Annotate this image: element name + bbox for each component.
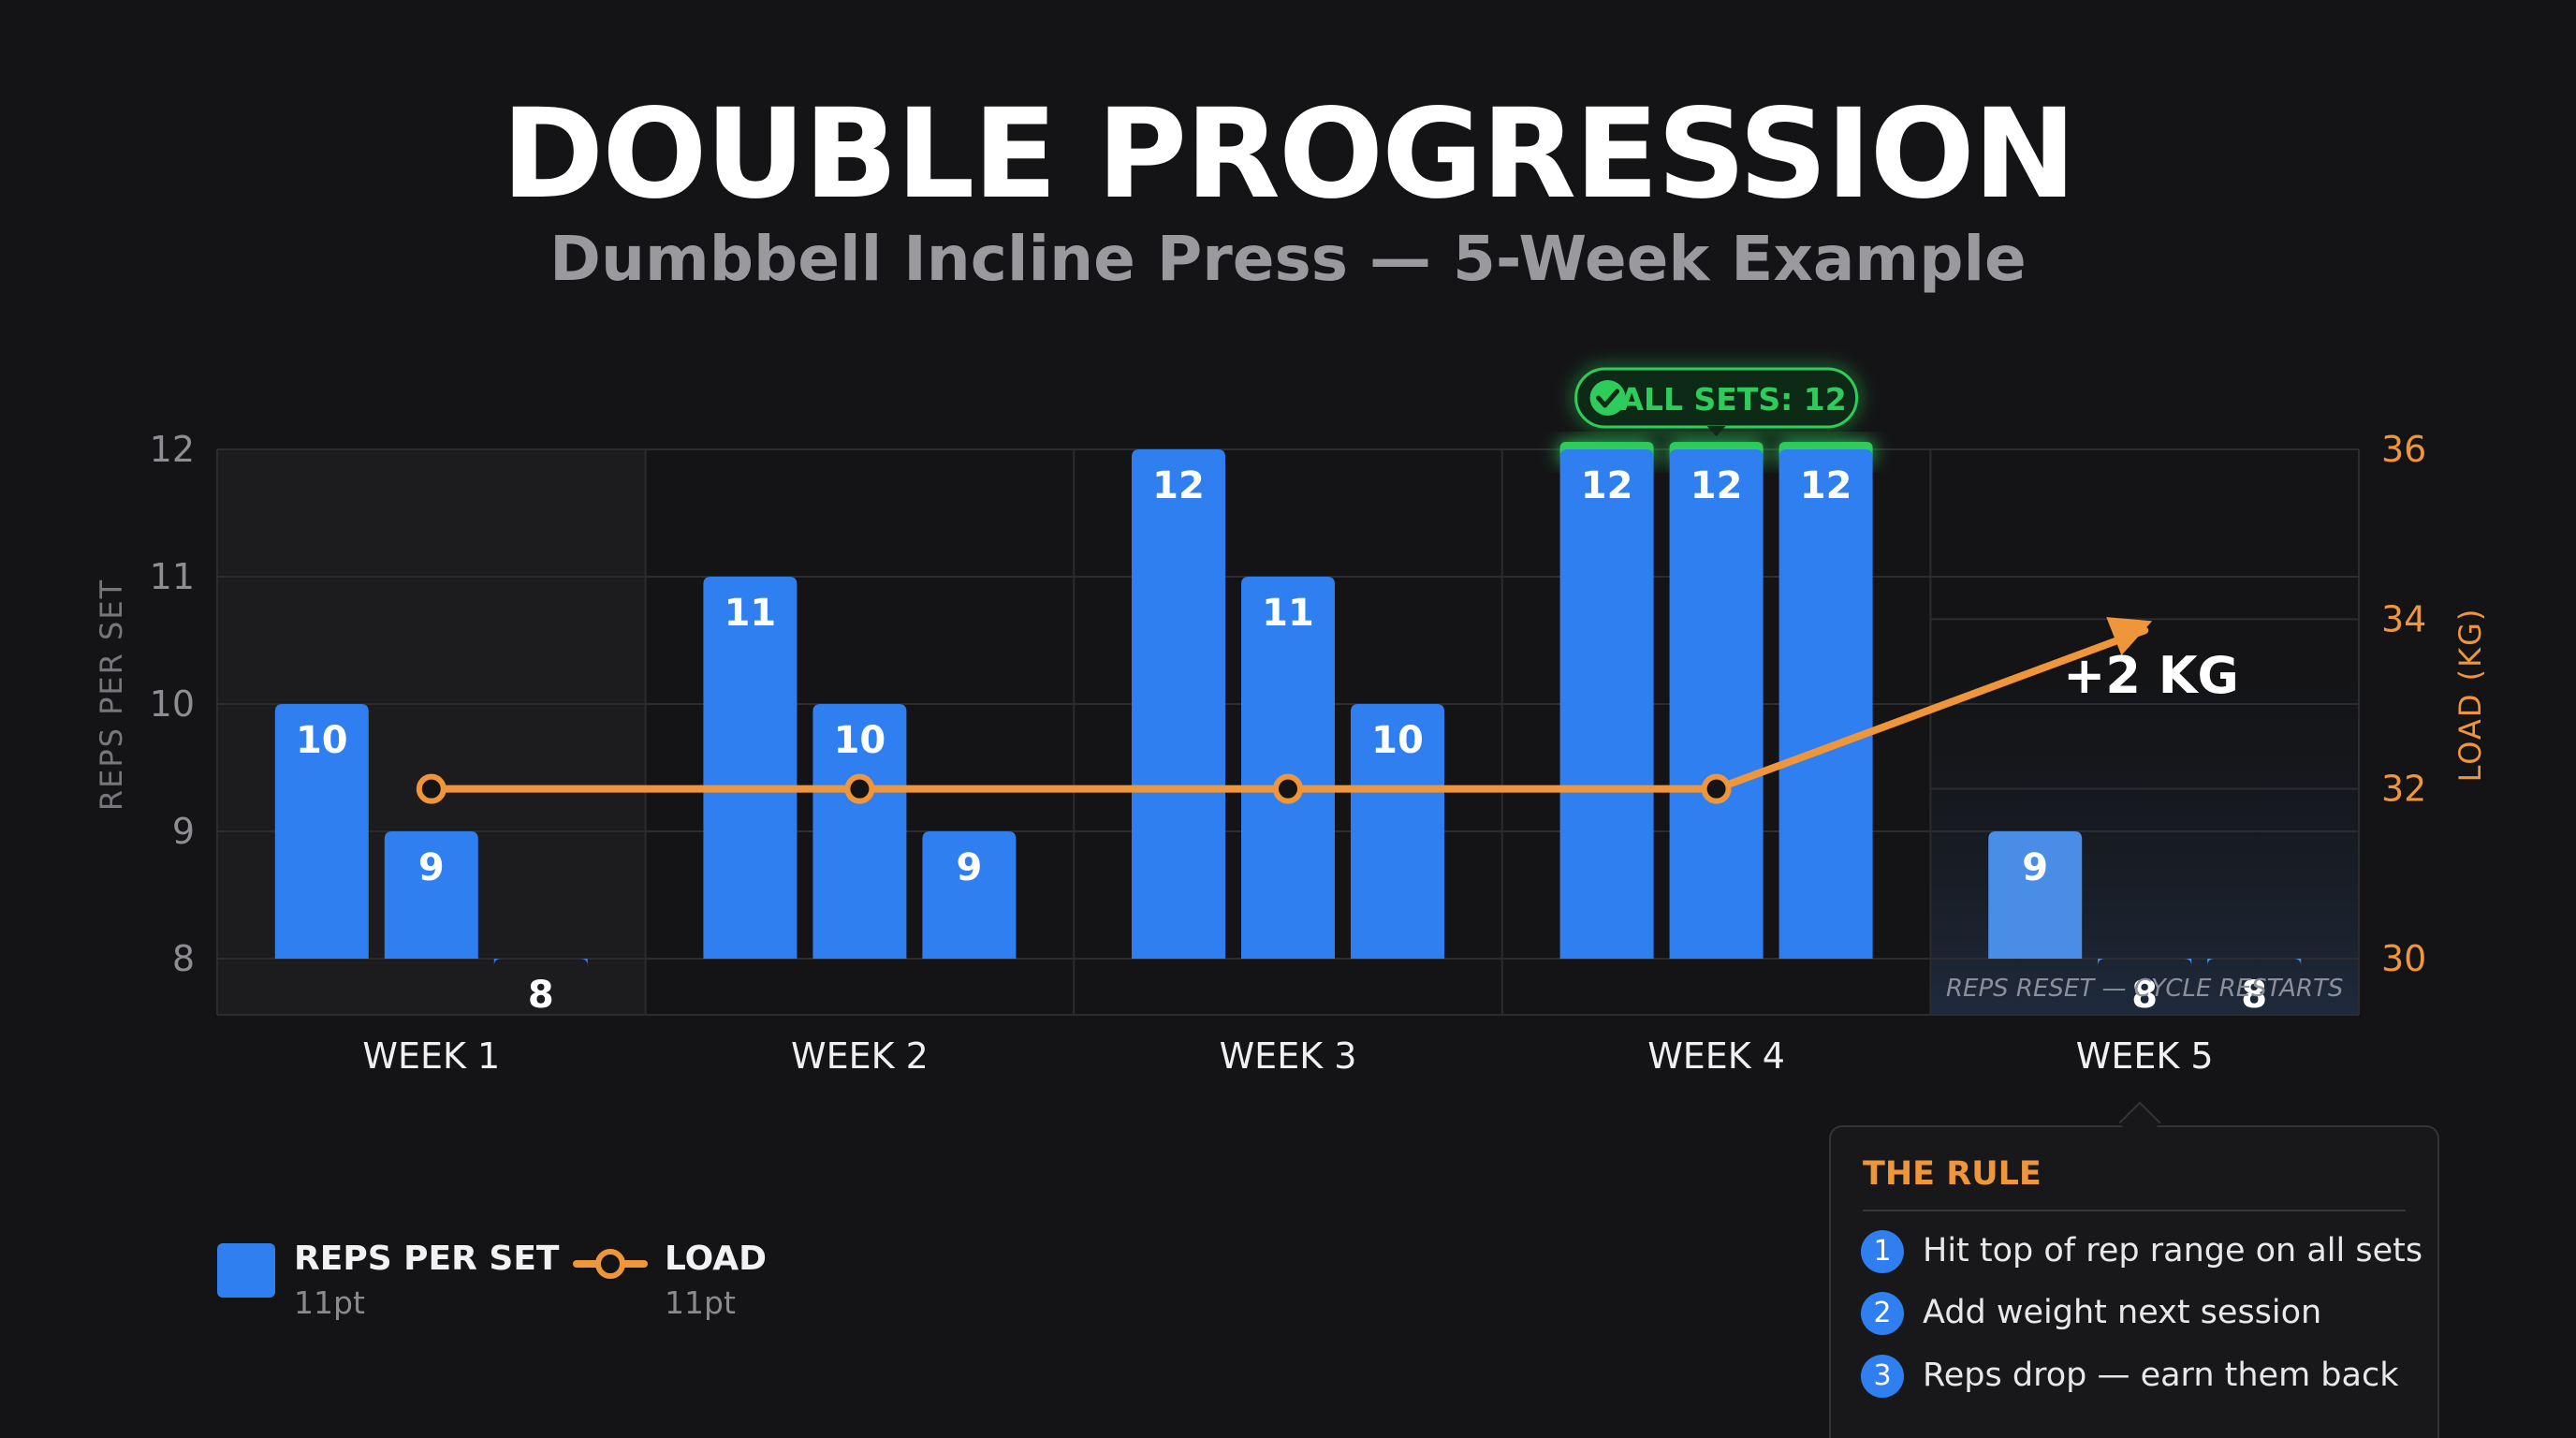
all-sets-badge: ALL SETS: 12 bbox=[1574, 367, 1859, 436]
bar-value-label: 12 bbox=[1152, 464, 1205, 507]
load-increase-arrow bbox=[1712, 626, 2149, 793]
y2-axis-tick-label: 30 bbox=[2381, 938, 2426, 979]
legend-reps-swatch bbox=[217, 1243, 275, 1298]
y-axis-tick-label: 9 bbox=[172, 811, 195, 852]
bar bbox=[1669, 449, 1764, 959]
bar bbox=[1988, 831, 2083, 959]
bar-value-label: 8 bbox=[2131, 974, 2158, 1017]
y2-axis-tick-label: 34 bbox=[2381, 598, 2426, 639]
y-axis-tick-label: 12 bbox=[150, 429, 195, 470]
bar-value-label: 10 bbox=[1371, 719, 1424, 762]
bar-value-label: 11 bbox=[724, 592, 777, 635]
chart-subtitle: Dumbbell Incline Press — 5-Week Example bbox=[549, 223, 2027, 295]
bar-value-label: 8 bbox=[528, 974, 554, 1017]
bar-value-label: 12 bbox=[1800, 464, 1852, 507]
legend-load-label: LOAD bbox=[665, 1240, 768, 1278]
load-marker bbox=[1273, 773, 1303, 804]
bar bbox=[703, 577, 798, 959]
bar bbox=[1559, 449, 1654, 959]
load-increase-label: +2 KG bbox=[2063, 646, 2239, 705]
bar bbox=[1351, 704, 1444, 959]
rule-divider bbox=[1863, 1210, 2406, 1211]
bar bbox=[274, 704, 369, 959]
legend-load-sub: 11pt bbox=[665, 1284, 736, 1321]
chart-title: DOUBLE PROGRESSION bbox=[501, 82, 2077, 227]
y2-axis-tick-label: 32 bbox=[2381, 769, 2426, 810]
legend-reps-label: REPS PER SET bbox=[294, 1240, 560, 1278]
bar-value-label: 12 bbox=[1690, 464, 1743, 507]
y-axis-tick-label: 8 bbox=[172, 938, 195, 979]
y2-axis-title: LOAD (KG) bbox=[2452, 608, 2488, 783]
bar-value-label: 9 bbox=[418, 846, 445, 889]
y-axis-tick-label: 11 bbox=[150, 556, 195, 597]
x-axis-tick-label: WEEK 2 bbox=[791, 1035, 929, 1077]
load-marker bbox=[1701, 773, 1732, 804]
bar bbox=[812, 704, 907, 959]
legend-reps-sub: 11pt bbox=[294, 1284, 365, 1321]
reset-note: REPS RESET — CYCLE RESTARTS bbox=[1946, 975, 2343, 1003]
check-icon bbox=[1589, 380, 1626, 416]
x-axis-tick-label: WEEK 5 bbox=[2076, 1035, 2214, 1077]
bar-value-label: 10 bbox=[834, 719, 886, 762]
load-marker bbox=[844, 773, 875, 804]
load-arrow-head bbox=[2106, 617, 2153, 655]
bar-value-label: 11 bbox=[1262, 592, 1314, 635]
badge-pointer bbox=[1706, 426, 1726, 436]
badge-text: ALL SETS: 12 bbox=[1619, 381, 1846, 418]
bar-value-label: 12 bbox=[1581, 464, 1633, 507]
rule-step-number: 1 bbox=[1861, 1230, 1904, 1273]
bar bbox=[1241, 577, 1335, 959]
bar-value-label: 9 bbox=[2022, 846, 2048, 889]
bar-value-label: 10 bbox=[296, 719, 348, 762]
rule-step-text: Add weight next session bbox=[1923, 1294, 2322, 1331]
y2-axis-tick-label: 36 bbox=[2381, 429, 2426, 470]
y-axis-tick-label: 10 bbox=[150, 683, 195, 725]
rule-panel bbox=[1829, 1125, 2439, 1438]
bar bbox=[922, 831, 1017, 959]
bar-value-label: 9 bbox=[956, 846, 982, 889]
rule-step-number: 2 bbox=[1861, 1292, 1904, 1335]
y-axis-title: REPS PER SET bbox=[94, 579, 129, 811]
rule-step-text: Hit top of rep range on all sets bbox=[1923, 1232, 2423, 1269]
bar bbox=[384, 831, 478, 959]
check-mark bbox=[1596, 389, 1620, 408]
x-axis-tick-label: WEEK 3 bbox=[1220, 1035, 1357, 1077]
bar-value-label: 8 bbox=[2241, 974, 2267, 1017]
rule-title: THE RULE bbox=[1863, 1155, 2042, 1193]
rule-step-number: 3 bbox=[1861, 1355, 1904, 1398]
bar bbox=[1778, 449, 1873, 959]
load-marker bbox=[416, 773, 446, 804]
legend-load-swatch bbox=[573, 1249, 648, 1279]
x-axis-tick-label: WEEK 1 bbox=[362, 1035, 500, 1077]
rule-step-text: Reps drop — earn them back bbox=[1923, 1357, 2399, 1394]
x-axis-tick-label: WEEK 4 bbox=[1647, 1035, 1785, 1077]
bar bbox=[1132, 449, 1225, 959]
